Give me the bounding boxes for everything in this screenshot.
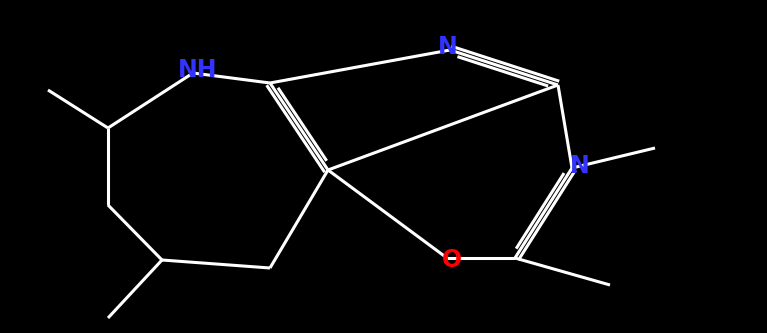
Text: N: N (438, 35, 458, 59)
Text: N: N (570, 154, 590, 178)
Text: O: O (442, 248, 462, 272)
Text: NH: NH (178, 58, 218, 82)
